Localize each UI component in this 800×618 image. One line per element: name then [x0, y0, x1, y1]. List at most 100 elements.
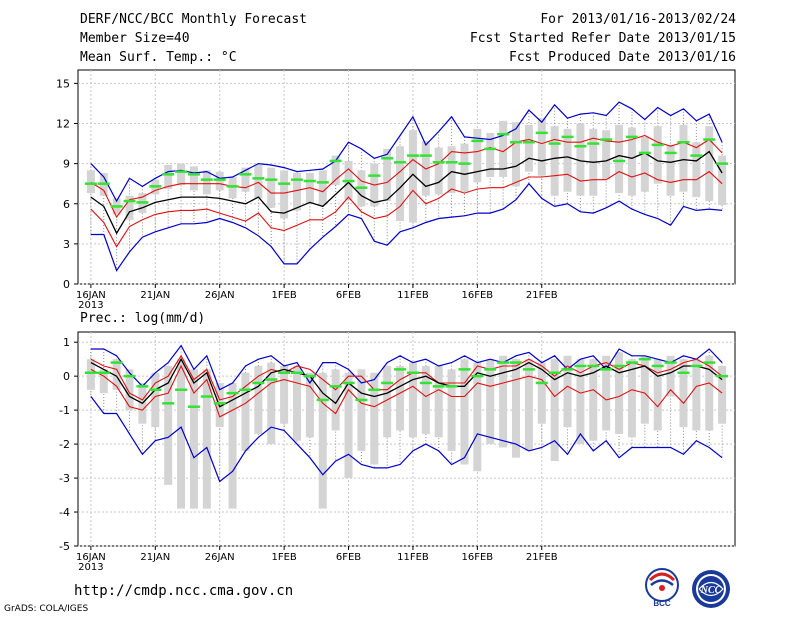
panel2-box: [177, 359, 186, 509]
panel2-xtick-label: 1FEB: [271, 552, 296, 563]
panel1-ytick-label: 0: [63, 278, 70, 291]
forecast-produced-label: Fcst Produced Date 2013/01/16: [509, 50, 736, 65]
panel2-box: [331, 369, 340, 431]
panel1-box: [254, 164, 263, 199]
panel2-box: [383, 365, 392, 438]
panel2-box: [460, 359, 469, 465]
panel1-box: [202, 170, 211, 195]
member-size-label: Member Size=40: [80, 31, 190, 46]
panel2-box: [228, 382, 237, 509]
panel2-xtick-label: 21JAN: [140, 552, 170, 563]
panel1-box: [692, 142, 701, 198]
bcc-logo-text: BCC: [653, 599, 671, 608]
panel2-box: [499, 355, 508, 448]
panel2-box: [447, 369, 456, 451]
panel1-line-max: [90, 101, 723, 203]
panel1-box: [666, 144, 675, 196]
variable-label: Mean Surf. Temp.: °C: [80, 50, 237, 65]
panel2-box: [589, 359, 598, 441]
panel2-xtick-label: 26JAN: [205, 552, 235, 563]
panel2-title: Prec.: log(mm/d): [80, 311, 205, 326]
panel2-box: [615, 352, 624, 434]
panel1-box: [486, 132, 495, 177]
panel2-box: [254, 365, 263, 434]
panel1-box: [576, 123, 585, 196]
panel1-box: [383, 148, 392, 202]
panel1-box: [293, 172, 301, 211]
panel1-box: [550, 126, 559, 196]
panel2-box: [602, 355, 611, 431]
panel1-ytick-label: 12: [56, 118, 70, 131]
panel2-box: [357, 369, 366, 451]
panel2-ytick-label: -3: [59, 472, 70, 485]
panel2-ytick-label: -2: [59, 438, 70, 451]
panel1-box: [653, 126, 662, 184]
panel2-xtick-label: 21FEB: [526, 552, 558, 563]
panel2-box: [718, 365, 727, 424]
panel2-line-minus-sd: [90, 364, 723, 418]
panel2-ytick-label: -4: [59, 506, 70, 519]
panel2-box: [305, 372, 314, 438]
panel1-box: [627, 127, 636, 196]
panel2-ytick-label: 0: [63, 370, 70, 383]
panel2-box: [653, 359, 662, 431]
panel2-box: [99, 369, 108, 394]
panel1-line-min: [90, 182, 723, 272]
panel1-line-minus-sd: [90, 170, 723, 248]
panel2-box: [370, 372, 379, 465]
panel1-box: [524, 124, 533, 172]
panel1-box: [705, 126, 714, 202]
panel2-ytick-label: -1: [59, 404, 70, 417]
panel2-box: [640, 355, 649, 424]
panel1-box: [718, 155, 727, 206]
panel2-box: [576, 359, 585, 445]
panel1-line-plus-sd: [90, 134, 723, 219]
panel2-box: [318, 372, 327, 509]
panel2-year-label: 2013: [78, 562, 103, 573]
panel2-box: [666, 355, 675, 397]
panel2-box: [112, 359, 121, 390]
panel2-ytick-label: 1: [63, 336, 70, 349]
panel1-box: [86, 170, 95, 194]
panel2-box: [189, 369, 198, 509]
panel1-box: [563, 128, 572, 192]
panel1-ytick-label: 3: [63, 238, 70, 251]
panel1-box: [640, 136, 649, 192]
panel2-box: [550, 359, 559, 462]
panel2-xtick-label: 6FEB: [336, 552, 361, 563]
panel1-box: [215, 171, 224, 191]
panel1-box: [396, 146, 405, 222]
grads-credit: GrADS: COLA/IGES: [4, 604, 89, 614]
panel1-box: [318, 170, 327, 206]
panel1-ytick-label: 6: [63, 198, 70, 211]
panel2-box: [241, 372, 250, 451]
panel2-box: [473, 362, 482, 472]
panel1-xtick-label: 16FEB: [462, 290, 494, 301]
panel1-box: [331, 155, 340, 186]
panel1-box: [280, 170, 289, 219]
panel1-box: [537, 118, 546, 176]
panel1-box: [473, 128, 482, 183]
panel2-box: [280, 365, 289, 424]
panel1-box: [679, 124, 688, 192]
panel2-line-max: [90, 344, 723, 391]
panel1-box: [421, 140, 430, 196]
panel2-box: [563, 355, 572, 428]
ncc-logo: NCC: [692, 570, 730, 608]
panel1-box: [164, 164, 173, 190]
panel1-box: [602, 130, 611, 180]
panel2-box: [679, 359, 688, 428]
panel2-box: [151, 372, 160, 428]
panel2-box: [267, 362, 276, 445]
ncc-logo-text: NCC: [700, 585, 722, 596]
panel2-box: [202, 369, 211, 509]
panel1-xtick-label: 26JAN: [205, 290, 235, 301]
panel2-xtick-label: 16FEB: [462, 552, 494, 563]
panel1-box: [228, 177, 237, 199]
panel2-box: [396, 365, 405, 431]
bcc-logo: BCC: [645, 568, 679, 608]
chart-title: DERF/NCC/BCC Monthly Forecast: [80, 12, 307, 27]
panel1-box: [305, 172, 314, 204]
source-url[interactable]: http://cmdp.ncc.cma.gov.cn: [74, 583, 294, 599]
panel1-frame: [77, 69, 736, 285]
